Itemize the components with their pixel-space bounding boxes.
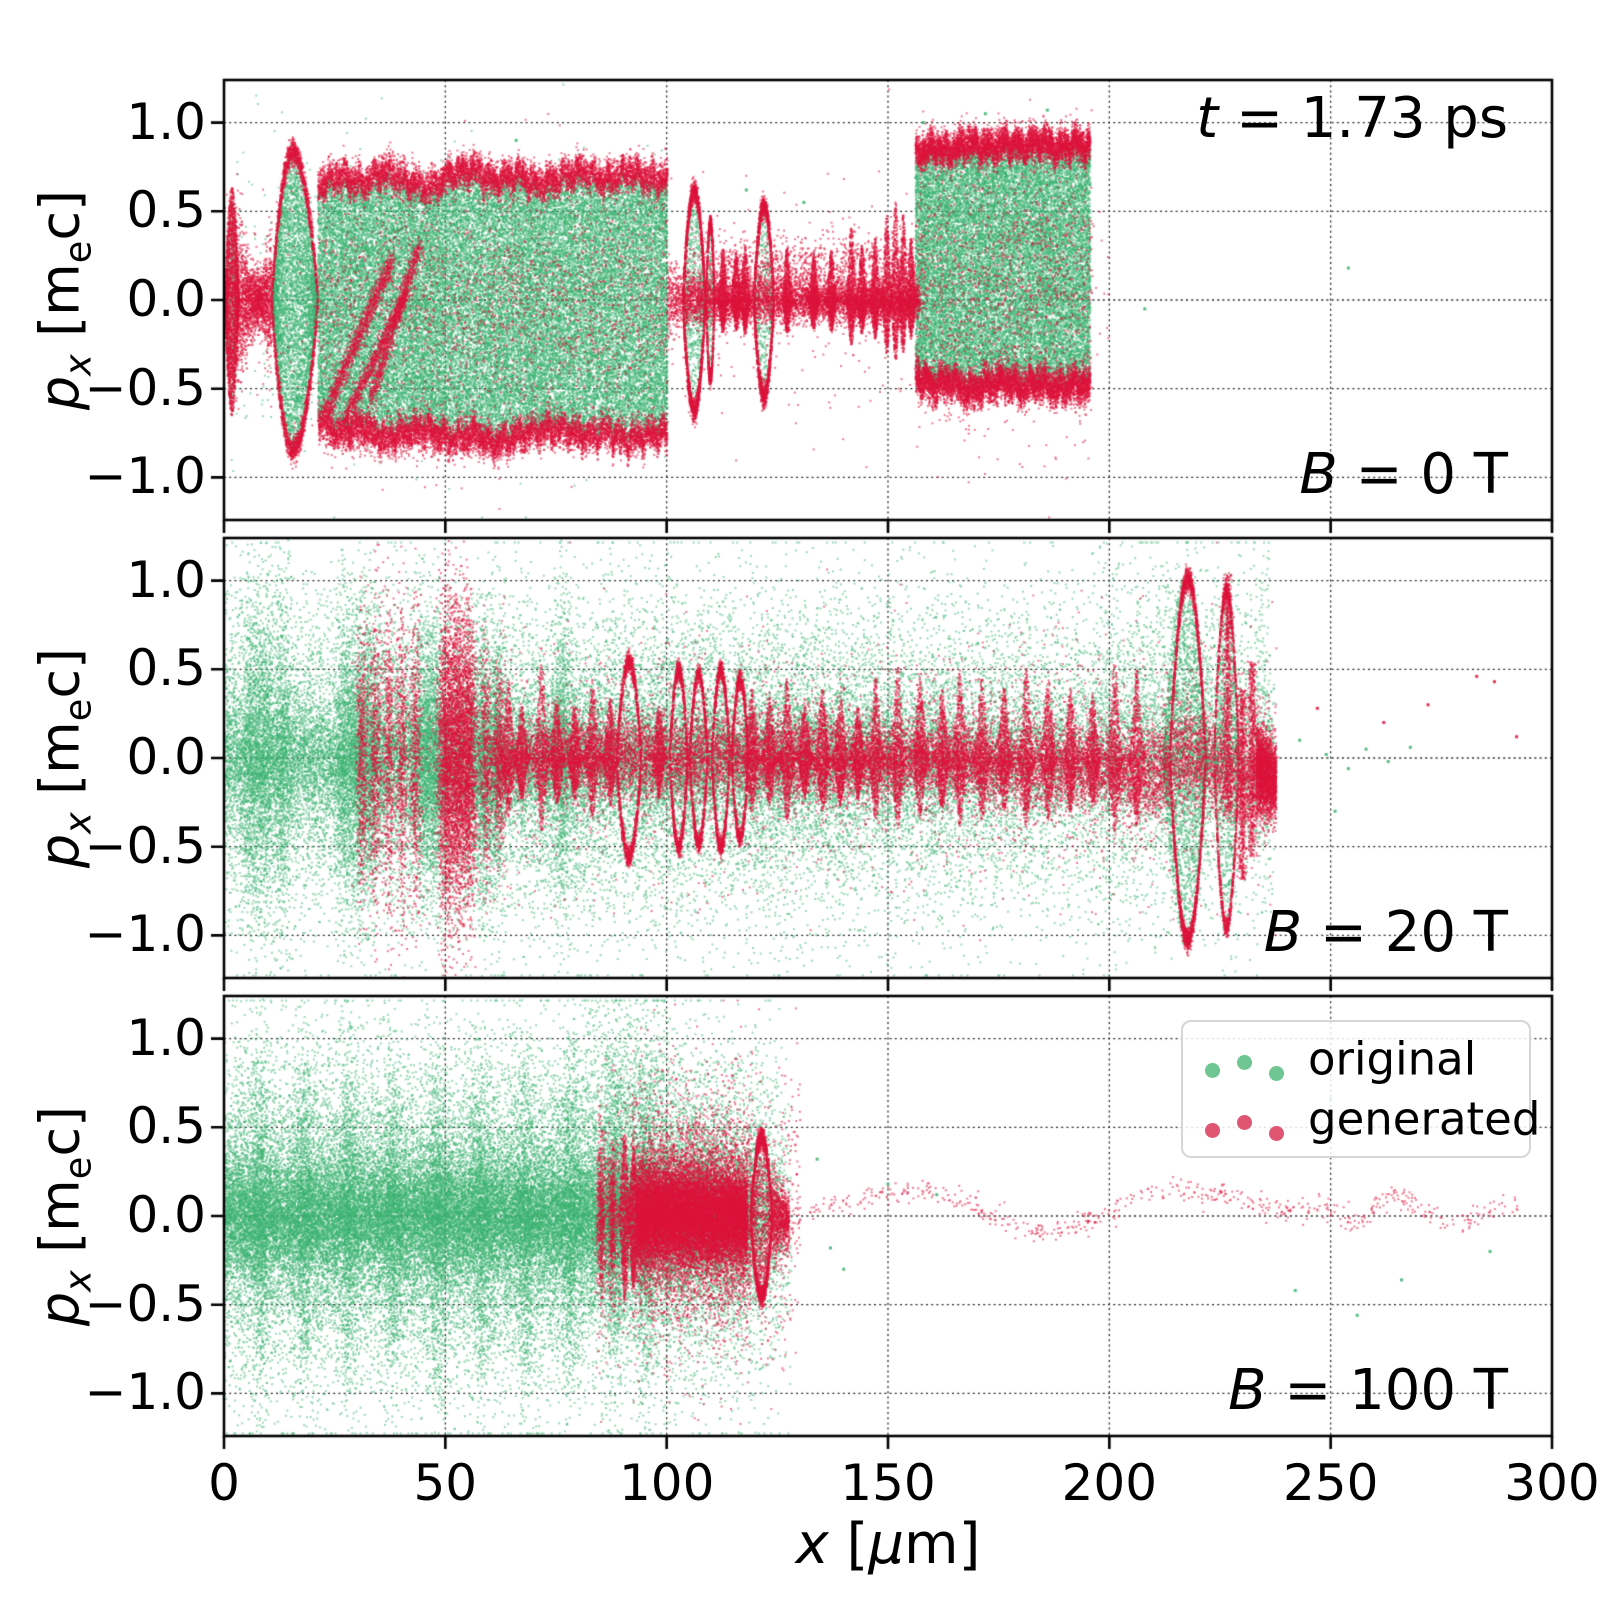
x-axis-label-mid: [ bbox=[828, 1512, 869, 1577]
y-axis-label-end: c] bbox=[28, 647, 92, 699]
ytick-label: 0.0 bbox=[126, 1185, 206, 1244]
y-axis-label-panel2: px [mec] bbox=[29, 648, 100, 868]
xtick-label: 50 bbox=[413, 1454, 478, 1512]
xtick-label: 200 bbox=[1061, 1454, 1158, 1512]
time-annotation-rest: = 1.73 ps bbox=[1218, 86, 1508, 151]
y-axis-label-sub: x bbox=[56, 354, 100, 376]
b-field-annotation-panel2: B = 20 T bbox=[1264, 900, 1508, 965]
time-annotation: t = 1.73 ps bbox=[1196, 86, 1508, 151]
ytick-label: −0.5 bbox=[84, 1274, 206, 1333]
legend-label-original: original bbox=[1308, 1032, 1477, 1086]
y-axis-label-panel1: px [mec] bbox=[29, 190, 100, 410]
ytick-label: 1.0 bbox=[126, 1008, 206, 1067]
ytick-label: −1.0 bbox=[84, 1363, 206, 1422]
b-annotation-var: B bbox=[1228, 1358, 1267, 1423]
generated-marker-icon bbox=[1269, 1126, 1284, 1141]
y-axis-label-sub2: e bbox=[56, 698, 100, 722]
y-axis-label-sub: x bbox=[56, 812, 100, 834]
b-annotation-rest: = 20 T bbox=[1302, 900, 1508, 965]
time-annotation-var: t bbox=[1196, 86, 1219, 151]
mu-symbol: μ bbox=[868, 1512, 905, 1577]
b-annotation-var: B bbox=[1299, 442, 1338, 507]
original-marker-icon bbox=[1269, 1066, 1284, 1081]
y-axis-label-var: p bbox=[28, 375, 92, 411]
y-axis-label-end: c] bbox=[28, 189, 92, 241]
b-annotation-rest: = 100 T bbox=[1266, 1358, 1508, 1423]
xtick-label: 0 bbox=[208, 1454, 240, 1512]
original-marker-icon bbox=[1205, 1063, 1220, 1078]
legend-label-generated: generated bbox=[1308, 1092, 1541, 1146]
y-axis-label-mid: [m bbox=[28, 721, 92, 813]
ytick-label: 0.5 bbox=[126, 1097, 206, 1156]
x-axis-label: x [μm] bbox=[796, 1512, 981, 1577]
generated-marker-icon bbox=[1205, 1123, 1220, 1138]
ytick-label: 0.5 bbox=[126, 639, 206, 698]
b-annotation-var: B bbox=[1263, 900, 1303, 965]
legend: original generated bbox=[1181, 1020, 1540, 1158]
x-axis-label-end: m] bbox=[904, 1512, 981, 1577]
y-axis-label-var: p bbox=[28, 833, 92, 869]
legend-item-generated: generated bbox=[1183, 1093, 1540, 1146]
y-axis-label-mid: [m bbox=[28, 1179, 92, 1271]
ytick-label: −1.0 bbox=[84, 447, 206, 506]
y-axis-label-mid: [m bbox=[28, 263, 92, 355]
ytick-label: 0.0 bbox=[126, 727, 206, 786]
y-axis-label-var: p bbox=[28, 1291, 92, 1327]
b-annotation-rest: = 0 T bbox=[1337, 442, 1508, 507]
ytick-label: −0.5 bbox=[84, 358, 206, 417]
ytick-label: 0.0 bbox=[126, 269, 206, 328]
legend-item-original: original bbox=[1183, 1032, 1529, 1086]
x-axis-label-var: x bbox=[795, 1512, 829, 1577]
b-field-annotation-panel3: B = 100 T bbox=[1228, 1358, 1508, 1423]
ytick-label: −0.5 bbox=[84, 816, 206, 875]
y-axis-label-sub2: e bbox=[56, 240, 100, 264]
original-marker-icon bbox=[1237, 1055, 1252, 1070]
ytick-label: 0.5 bbox=[126, 181, 206, 240]
xtick-label: 100 bbox=[618, 1454, 715, 1512]
xtick-label: 150 bbox=[840, 1454, 936, 1512]
y-axis-label-sub2: e bbox=[56, 1156, 100, 1180]
xtick-label: 250 bbox=[1282, 1454, 1379, 1512]
y-axis-label-sub: x bbox=[56, 1270, 100, 1292]
generated-marker-icon bbox=[1237, 1115, 1252, 1130]
y-axis-label-end: c] bbox=[28, 1105, 92, 1157]
ytick-label: −1.0 bbox=[84, 905, 206, 964]
ytick-label: 1.0 bbox=[126, 550, 206, 609]
ytick-label: 1.0 bbox=[126, 92, 206, 151]
b-field-annotation-panel1: B = 0 T bbox=[1299, 442, 1508, 507]
y-axis-label-panel3: px [mec] bbox=[29, 1106, 100, 1326]
xtick-label: 300 bbox=[1504, 1454, 1600, 1512]
